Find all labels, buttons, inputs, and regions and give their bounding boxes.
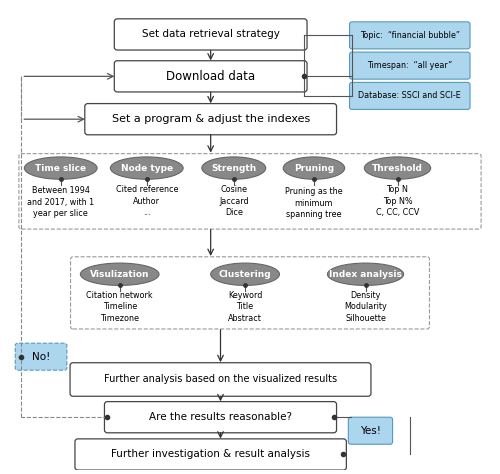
FancyBboxPatch shape <box>114 19 307 50</box>
Text: Strength: Strength <box>211 164 256 173</box>
Text: Time slice: Time slice <box>35 164 86 173</box>
Text: Set a program & adjust the indexes: Set a program & adjust the indexes <box>112 114 310 124</box>
FancyBboxPatch shape <box>70 363 371 396</box>
Text: Further investigation & result analysis: Further investigation & result analysis <box>111 449 310 459</box>
Ellipse shape <box>110 157 183 179</box>
Text: Topic:  “financial bubble”: Topic: “financial bubble” <box>360 31 460 40</box>
Text: Index analysis: Index analysis <box>329 270 402 279</box>
Text: Citation network
Timeline
Timezone: Citation network Timeline Timezone <box>86 291 153 323</box>
Text: Top N
Top N%
C, CC, CCV: Top N Top N% C, CC, CCV <box>376 185 419 218</box>
FancyBboxPatch shape <box>350 22 470 49</box>
FancyBboxPatch shape <box>104 401 336 433</box>
Ellipse shape <box>283 157 344 179</box>
Text: Between 1994
and 2017, with 1
year per slice: Between 1994 and 2017, with 1 year per s… <box>27 186 94 219</box>
Text: Cited reference
Author
...: Cited reference Author ... <box>116 185 178 218</box>
Text: No!: No! <box>32 352 50 362</box>
FancyBboxPatch shape <box>85 104 336 135</box>
FancyBboxPatch shape <box>15 343 67 370</box>
Text: Clustering: Clustering <box>219 270 272 279</box>
Text: Pruning as the
minimum
spanning tree: Pruning as the minimum spanning tree <box>285 187 343 219</box>
Text: Set data retrieval strategy: Set data retrieval strategy <box>142 29 280 39</box>
FancyBboxPatch shape <box>350 82 470 109</box>
Text: Threshold: Threshold <box>372 164 423 173</box>
Text: Timespan:  “all year”: Timespan: “all year” <box>367 61 452 70</box>
Text: Keyword
Title
Abstract: Keyword Title Abstract <box>228 291 262 323</box>
Text: Are the results reasonable?: Are the results reasonable? <box>149 412 292 422</box>
Text: Pruning: Pruning <box>294 164 334 173</box>
Text: Node type: Node type <box>120 164 173 173</box>
FancyBboxPatch shape <box>75 439 346 470</box>
FancyBboxPatch shape <box>350 52 470 79</box>
Text: Database: SSCI and SCI-E: Database: SSCI and SCI-E <box>358 91 461 100</box>
Text: Further analysis based on the visualized results: Further analysis based on the visualized… <box>104 374 337 384</box>
Ellipse shape <box>202 157 266 179</box>
Ellipse shape <box>328 263 404 285</box>
Text: Download data: Download data <box>166 70 255 83</box>
Ellipse shape <box>24 157 97 179</box>
Text: Yes!: Yes! <box>360 426 381 436</box>
FancyBboxPatch shape <box>348 417 393 444</box>
Ellipse shape <box>364 157 430 179</box>
Ellipse shape <box>80 263 159 285</box>
Ellipse shape <box>210 263 280 285</box>
FancyBboxPatch shape <box>114 61 307 92</box>
Text: Cosine
Jaccard
Dice: Cosine Jaccard Dice <box>219 185 248 218</box>
Text: Visulization: Visulization <box>90 270 150 279</box>
Text: Density
Modularity
Silhouette: Density Modularity Silhouette <box>344 291 387 323</box>
